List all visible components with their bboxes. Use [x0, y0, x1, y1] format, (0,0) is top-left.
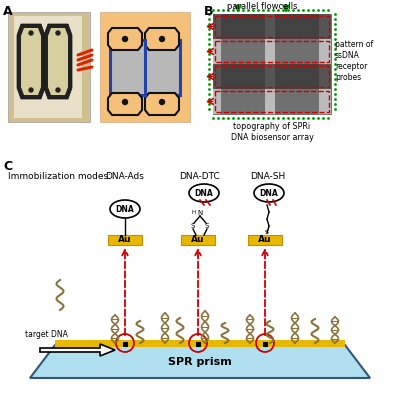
- Text: B: B: [204, 5, 214, 18]
- Bar: [213, 89, 331, 114]
- Text: topography of SPRi
DNA biosensor array: topography of SPRi DNA biosensor array: [230, 122, 314, 142]
- Bar: [181, 235, 215, 245]
- Text: pattern of
ssDNA
receptor
probes: pattern of ssDNA receptor probes: [335, 40, 373, 82]
- Bar: [215, 16, 329, 37]
- Polygon shape: [30, 345, 370, 378]
- Polygon shape: [108, 93, 142, 115]
- Bar: [55, 340, 345, 347]
- Bar: [221, 14, 265, 114]
- Bar: [8, 12, 90, 122]
- Bar: [215, 66, 329, 87]
- Circle shape: [29, 88, 33, 92]
- Circle shape: [56, 88, 60, 92]
- Bar: [213, 14, 331, 39]
- Bar: [14, 16, 82, 118]
- Text: Au: Au: [258, 236, 272, 244]
- Text: S: S: [205, 223, 209, 229]
- Text: DNA-DTC: DNA-DTC: [180, 172, 220, 181]
- Circle shape: [122, 100, 128, 104]
- Polygon shape: [40, 344, 115, 356]
- Text: DNA-SH: DNA-SH: [250, 172, 286, 181]
- Polygon shape: [145, 28, 179, 50]
- Bar: [213, 14, 331, 114]
- Polygon shape: [21, 28, 41, 95]
- Text: Au: Au: [118, 236, 132, 244]
- Polygon shape: [48, 28, 68, 95]
- Ellipse shape: [254, 184, 284, 202]
- Text: DNA: DNA: [260, 188, 278, 198]
- Polygon shape: [108, 28, 142, 50]
- Bar: [248, 235, 282, 245]
- Bar: [263, 342, 267, 346]
- Bar: [215, 41, 329, 62]
- Polygon shape: [44, 24, 72, 99]
- Text: S: S: [265, 230, 269, 236]
- Bar: [110, 40, 180, 95]
- Polygon shape: [17, 24, 45, 99]
- Text: Au: Au: [191, 236, 205, 244]
- Text: target DNA: target DNA: [25, 330, 68, 339]
- Text: N: N: [197, 210, 203, 216]
- Text: A: A: [3, 5, 13, 18]
- Text: H: H: [192, 210, 196, 216]
- Circle shape: [56, 31, 60, 35]
- Text: S: S: [191, 223, 195, 229]
- Text: C: C: [3, 160, 12, 173]
- Bar: [213, 64, 331, 89]
- Circle shape: [29, 31, 33, 35]
- Bar: [275, 14, 319, 114]
- Bar: [213, 39, 331, 64]
- Ellipse shape: [189, 184, 219, 202]
- Text: DNA: DNA: [195, 188, 213, 198]
- Bar: [215, 91, 329, 112]
- Circle shape: [122, 36, 128, 42]
- Text: SPR prism: SPR prism: [168, 357, 232, 367]
- Bar: [108, 235, 142, 245]
- Text: parallel flowcells: parallel flowcells: [227, 2, 297, 11]
- Circle shape: [160, 100, 164, 104]
- Bar: [196, 342, 200, 346]
- Circle shape: [160, 36, 164, 42]
- Text: DNA: DNA: [116, 204, 134, 214]
- Text: Immobilization modes:: Immobilization modes:: [8, 172, 111, 181]
- Ellipse shape: [110, 200, 140, 218]
- Text: DNA-Ads: DNA-Ads: [106, 172, 144, 181]
- Polygon shape: [145, 93, 179, 115]
- Bar: [123, 342, 127, 346]
- Bar: [100, 12, 190, 122]
